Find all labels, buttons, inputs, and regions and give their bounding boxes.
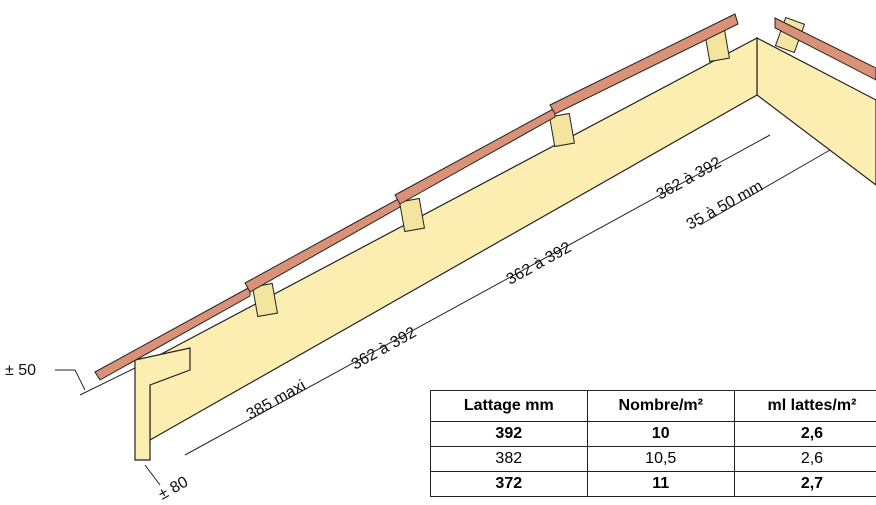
tiles	[94, 13, 876, 381]
dimension-label: 35 à 50 mm	[684, 178, 766, 234]
table-cell: 10,5	[586, 446, 735, 472]
dimension-label: 362 à 392	[349, 324, 420, 373]
table-body: 392 10 2,6 382 10,5 2,6 372 11 2,7	[430, 421, 876, 497]
header-cell: Nombre/m²	[586, 390, 735, 422]
batten-table: Lattage mm Nombre/m² ml lattes/m² 392 10 2,6…	[430, 390, 876, 497]
dimension-label: ± 50	[5, 362, 36, 379]
table-cell: 11	[586, 471, 735, 497]
dimension-label: ± 80	[156, 474, 191, 504]
table-cell: 372	[430, 471, 588, 497]
table-cell: 382	[430, 446, 588, 472]
table-cell: 10	[586, 421, 735, 447]
table-row: 382 10,5 2,6	[430, 446, 876, 472]
header-cell: ml lattes/m²	[733, 390, 876, 422]
table-row: 392 10 2,6	[430, 421, 876, 447]
header-row: Lattage mm Nombre/m² ml lattes/m²	[430, 390, 876, 422]
dimension-label: 362 à 392	[504, 239, 575, 288]
fascia	[134, 347, 191, 461]
table-container: Lattage mm Nombre/m² ml lattes/m² 392 10 2,6…	[430, 390, 876, 505]
header-cell: Lattage mm	[430, 390, 588, 422]
table-cell: 2,6	[733, 421, 876, 447]
table-row: 372 11 2,7	[430, 471, 876, 497]
rafter	[149, 37, 758, 442]
dimension-label: 385 maxi	[244, 377, 309, 423]
table-cell: 2,7	[733, 471, 876, 497]
table-cell: 2,6	[733, 446, 876, 472]
dimension-lines	[55, 134, 831, 486]
dimension-label: 362 à 392	[654, 154, 725, 203]
table-cell: 392	[430, 421, 588, 447]
